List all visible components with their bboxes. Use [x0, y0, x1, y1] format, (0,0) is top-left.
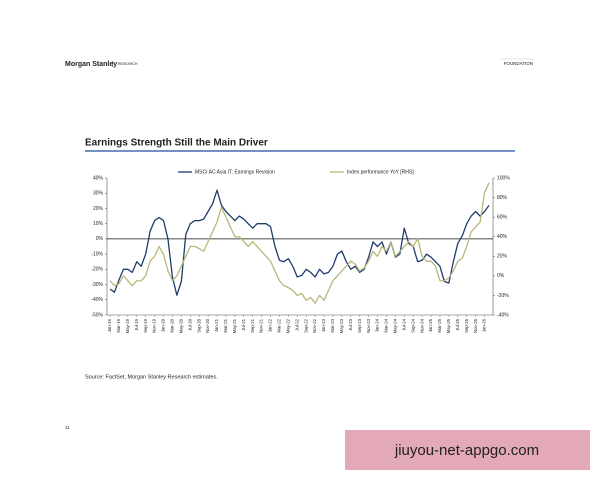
x-tick-label: Sep-19 [143, 318, 148, 332]
legend-label: MSCI AC Asia IT: Earnings Revision [195, 169, 275, 175]
x-tick-label: Mar-23 [330, 318, 335, 332]
x-tick-label: Mar-20 [170, 318, 175, 332]
watermark: jiuyou-net-appgo.com [394, 442, 539, 459]
plot: 40% 30% 20% 10% 0% -10% -20% -30% -40% -50% 100% 80… [91, 169, 510, 333]
x-tick-label: May-25 [446, 318, 451, 333]
x-tick-label: Jan-25 [428, 318, 433, 332]
x-tick-label: May-21 [232, 318, 237, 333]
x-tick-label: Jul-23 [348, 318, 353, 330]
source: Source: FactSet, Morgan Stanley Research… [85, 374, 218, 380]
y-tick-label: 40% [93, 175, 104, 181]
y-tick-label: 30% [93, 191, 104, 197]
x-tick-label: Jan-20 [161, 318, 166, 332]
x-tick-label: Nov-24 [419, 318, 424, 332]
x-tick-label: Nov-22 [312, 318, 317, 332]
x-tick-label: Jan-23 [321, 318, 326, 332]
x-tick-label: Sep-23 [357, 318, 362, 332]
y2-tick-label: 100% [497, 175, 510, 181]
division: RESEARCH [118, 62, 138, 66]
x-tick-label: Jan-22 [268, 318, 273, 332]
x-tick-label: Jul-20 [187, 318, 192, 330]
x-tick-label: Jul-25 [455, 318, 460, 330]
x-tick-label: May-22 [285, 318, 290, 333]
x-tick-label: May-24 [393, 318, 398, 333]
x-tick-label: Sep-20 [196, 318, 201, 332]
x-tick-label: Nov-23 [366, 318, 371, 332]
y2-tick-label: 60% [497, 214, 508, 220]
y2-tick-label: 20% [497, 254, 508, 260]
separator: | [112, 62, 114, 68]
x-tick-label: Jan-21 [214, 318, 219, 332]
x-tick-label: Jul-21 [241, 318, 246, 330]
page-number: 11 [65, 425, 70, 430]
brand: Morgan Stanley [65, 61, 117, 68]
x-tick-label: Mar-19 [116, 318, 121, 332]
x-tick-label: Sep-25 [464, 318, 469, 332]
x-tick-label: Sep-22 [303, 318, 308, 332]
chart-title: Earnings Strength Still the Main Driver [85, 138, 268, 149]
y2-tick-label: 0% [497, 273, 505, 279]
x-tick-label: Jan-24 [375, 318, 380, 332]
right-label: FOUNDATION [504, 61, 533, 66]
y-tick-label: 0% [96, 236, 104, 242]
x-tick-label: Mar-22 [277, 318, 282, 332]
x-tick-label: Nov-20 [205, 318, 210, 332]
y-tick-label: -40% [91, 297, 103, 303]
y2-tick-label: 40% [497, 234, 508, 240]
x-tick-label: May-19 [125, 318, 130, 333]
x-tick-label: May-23 [339, 318, 344, 333]
x-tick-label: Jul-19 [134, 318, 139, 330]
y2-tick-label: 80% [497, 195, 508, 201]
y2-tick-label: -20% [497, 293, 509, 299]
series-line [109, 182, 490, 304]
y-tick-label: -30% [91, 282, 103, 288]
y-tick-label: 20% [93, 206, 104, 212]
y-tick-label: -10% [91, 251, 103, 257]
x-tick-label: Sep-21 [250, 318, 255, 332]
x-tick-label: Mar-25 [437, 318, 442, 332]
y-tick-label: -50% [91, 312, 103, 318]
y-tick-label: -20% [91, 267, 103, 273]
y-tick-label: 10% [93, 221, 104, 227]
x-tick-label: Nov-19 [152, 318, 157, 332]
watermark-box [345, 430, 590, 470]
x-tick-label: Nov-25 [473, 318, 478, 332]
x-tick-label: Jul-24 [401, 318, 406, 330]
y2-tick-label: -40% [497, 312, 509, 318]
x-tick-label: Mar-24 [384, 318, 389, 332]
x-tick-label: Nov-21 [259, 318, 264, 332]
legend-label: Index performance YoY [RHS] [347, 169, 414, 175]
x-tick-label: Jan-19 [107, 318, 112, 332]
x-tick-label: Jul-22 [294, 318, 299, 330]
x-tick-label: Mar-21 [223, 318, 228, 332]
series-line [109, 189, 490, 296]
x-tick-label: May-20 [178, 318, 183, 333]
x-tick-label: Sep-24 [410, 318, 415, 332]
x-tick-label: Jan-26 [482, 318, 487, 332]
